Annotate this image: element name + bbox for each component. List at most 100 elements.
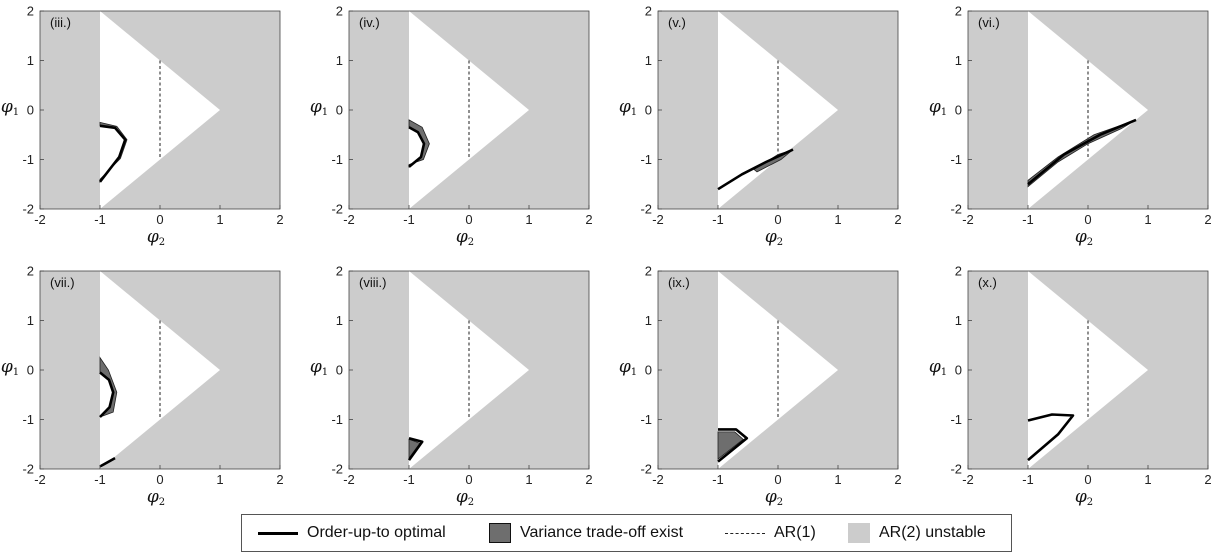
- x-axis-label: φ2: [1075, 487, 1093, 508]
- y-tick-label: -2: [22, 462, 34, 477]
- x-tick-label: 0: [774, 472, 781, 487]
- x-axis-label-sub: 2: [777, 237, 783, 248]
- y-axis-label: φ1: [619, 97, 637, 118]
- legend-label-unstable: AR(2) unstable: [879, 524, 986, 541]
- y-axis-label: φ1: [1, 97, 19, 118]
- x-tick-label: -1: [712, 212, 724, 227]
- y-tick-label: 0: [336, 363, 343, 378]
- x-tick-label: 1: [216, 212, 223, 227]
- y-tick-label: 0: [645, 103, 652, 118]
- y-tick-label: 0: [645, 363, 652, 378]
- legend-item-tradeoff: Variance trade-off exist: [489, 515, 683, 551]
- x-axis-label: φ2: [147, 227, 165, 248]
- x-tick-label: 0: [465, 472, 472, 487]
- legend-solid-line-icon: [258, 531, 298, 535]
- y-tick-label: 1: [336, 313, 343, 328]
- panel-label: (iv.): [359, 15, 380, 30]
- y-axis-label-sub: 1: [941, 107, 947, 118]
- optimal-curve: [717, 148, 794, 191]
- x-tick-label: 1: [216, 472, 223, 487]
- legend-dashed-line-icon: [725, 532, 765, 534]
- y-tick-label: -2: [950, 202, 962, 217]
- y-axis-label-sub: 1: [322, 367, 328, 378]
- x-tick-label: -2: [34, 472, 46, 487]
- x-tick-label: -1: [1022, 472, 1034, 487]
- x-tick-label: -2: [652, 472, 664, 487]
- y-tick-label: -2: [640, 202, 652, 217]
- x-tick-label: -2: [34, 212, 46, 227]
- x-axis-label-sub: 2: [159, 497, 165, 508]
- optimal-curve: [407, 437, 424, 461]
- legend-item-ar1: AR(1): [725, 515, 816, 551]
- x-tick-label: 2: [276, 212, 283, 227]
- x-tick-label: -2: [962, 212, 974, 227]
- y-axis-label: φ1: [1, 357, 19, 378]
- x-tick-label: -2: [343, 212, 355, 227]
- x-axis-label-sub: 2: [468, 237, 474, 248]
- y-axis-label: φ1: [929, 97, 947, 118]
- panel-label: (vii.): [50, 275, 75, 290]
- y-tick-label: -1: [950, 412, 962, 427]
- legend-item-optimal: Order-up-to optimal: [258, 515, 446, 551]
- panel-label: (vi.): [978, 15, 1000, 30]
- x-tick-label: -2: [343, 472, 355, 487]
- x-tick-label: 2: [585, 472, 592, 487]
- x-tick-label: 1: [525, 472, 532, 487]
- y-tick-label: -1: [331, 152, 343, 167]
- x-tick-label: 2: [585, 212, 592, 227]
- x-tick-label: 0: [156, 212, 163, 227]
- x-axis-label-sub: 2: [777, 497, 783, 508]
- y-tick-label: -1: [640, 412, 652, 427]
- y-tick-label: 0: [27, 103, 34, 118]
- x-axis-label: φ2: [456, 487, 474, 508]
- x-axis-label: φ2: [765, 487, 783, 508]
- y-tick-label: 1: [336, 53, 343, 68]
- y-tick-label: -1: [950, 152, 962, 167]
- y-tick-label: 0: [27, 363, 34, 378]
- x-tick-label: 1: [1144, 472, 1151, 487]
- x-axis-label-sub: 2: [159, 237, 165, 248]
- legend: Order-up-to optimal Variance trade-off e…: [241, 514, 1012, 552]
- x-tick-label: 2: [894, 212, 901, 227]
- y-tick-label: 2: [645, 264, 652, 279]
- y-tick-label: -1: [640, 152, 652, 167]
- y-tick-label: 0: [955, 363, 962, 378]
- y-tick-label: 2: [955, 264, 962, 279]
- x-axis-label-sub: 2: [1087, 237, 1093, 248]
- y-axis-label-sub: 1: [941, 367, 947, 378]
- x-tick-label: 1: [525, 212, 532, 227]
- y-tick-label: -1: [22, 412, 34, 427]
- tradeoff-region: [1027, 119, 1137, 188]
- x-tick-label: -1: [403, 212, 415, 227]
- x-tick-label: -1: [94, 472, 106, 487]
- optimal-curve: [408, 126, 426, 168]
- x-axis-label: φ2: [456, 227, 474, 248]
- y-tick-label: 0: [336, 103, 343, 118]
- y-tick-label: 1: [27, 53, 34, 68]
- y-tick-label: -2: [331, 462, 343, 477]
- optimal-curve-segment: [99, 456, 116, 468]
- x-axis-label-sub: 2: [468, 497, 474, 508]
- x-tick-label: 2: [276, 472, 283, 487]
- y-tick-label: -1: [331, 412, 343, 427]
- y-tick-label: 1: [645, 313, 652, 328]
- panel-label: (iii.): [50, 15, 71, 30]
- y-tick-label: 0: [955, 103, 962, 118]
- panel-label: (ix.): [668, 275, 690, 290]
- x-tick-label: 0: [156, 472, 163, 487]
- optimal-curve: [717, 428, 749, 463]
- panel-label: (x.): [978, 275, 997, 290]
- y-axis-label-sub: 1: [13, 107, 19, 118]
- y-tick-label: -2: [640, 462, 652, 477]
- x-tick-label: -1: [712, 472, 724, 487]
- y-tick-label: 2: [336, 264, 343, 279]
- x-tick-label: -2: [652, 212, 664, 227]
- x-tick-label: -1: [94, 212, 106, 227]
